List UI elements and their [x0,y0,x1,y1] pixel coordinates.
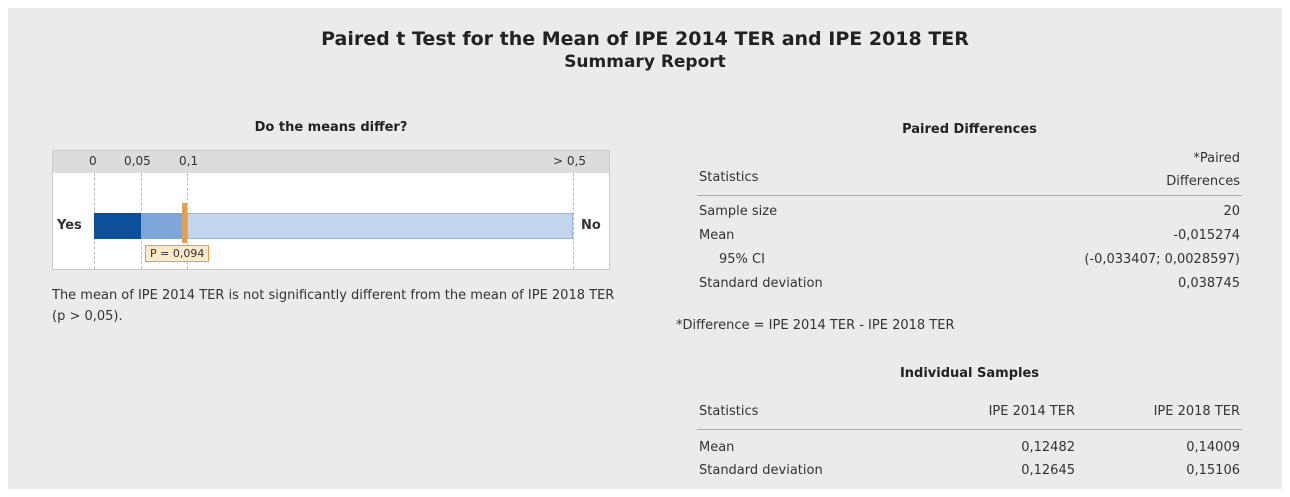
paired-title: Paired Differences [902,122,1037,137]
p-marker [182,203,187,243]
column-header: Statistics [699,170,759,185]
cell: 0,15106 [1186,463,1240,478]
row-label: Sample size [699,204,778,219]
yes-label: Yes [57,218,82,233]
cell: 20 [1223,204,1240,219]
individual-title: Individual Samples [899,366,1040,381]
cell: 0,038745 [1177,276,1240,291]
cell: 0,12482 [1021,440,1075,455]
rule [697,429,1242,430]
p-label: P = 0,094 [145,245,210,262]
cell: 0,14009 [1186,440,1240,455]
cell: (-0,033407; 0,0028597) [1084,252,1240,267]
column-header: Statistics [699,404,759,419]
row-label: Mean [699,440,735,455]
row-label: Mean [699,228,735,243]
column-header: IPE 2014 TER [988,404,1075,419]
yes-zone [94,213,141,239]
row-label: Standard deviation [699,463,823,478]
conclusion: The mean of IPE 2014 TER is not signific… [52,288,615,324]
no-label: No [581,218,601,233]
scale-line [573,173,574,269]
column-header: *Paired Differences [1166,151,1240,189]
cell: 0,12645 [1021,463,1075,478]
report: Paired t Test for the Mean of IPE 2014 T… [8,8,1282,489]
row-label: Standard deviation [699,276,823,291]
report-title: Paired t Test for the Mean of IPE 2014 T… [321,28,969,50]
scale-label: 0,1 [179,154,199,168]
p-value-panel: 0 0,05 0,1 > 0,5 Yes No P = 0,094 [52,150,610,270]
column-header: IPE 2018 TER [1153,404,1240,419]
uncertain-zone [141,213,187,239]
no-zone [187,213,573,239]
scale-label: 0 [89,154,97,168]
test-title: Do the means differ? [254,120,408,135]
report-subtitle: Summary Report [564,52,726,72]
scale-label: > 0,5 [553,154,586,168]
scale-strip [53,151,609,173]
rule [697,195,1242,196]
footnote: *Difference = IPE 2014 TER - IPE 2018 TE… [676,318,955,333]
row-label: 95% CI [719,252,765,267]
scale-label: 0,05 [124,154,151,168]
cell: -0,015274 [1173,228,1240,243]
